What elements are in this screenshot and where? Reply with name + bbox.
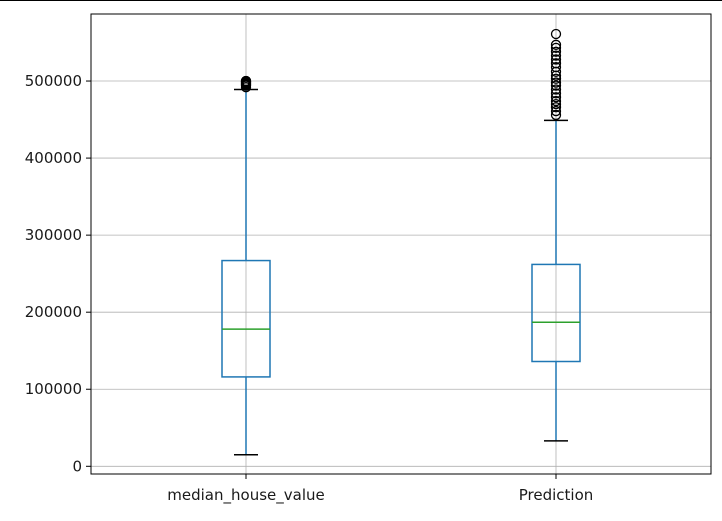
- outlier-point: [550, 109, 562, 121]
- outlier-point: [550, 73, 562, 84]
- outlier-point: [550, 88, 562, 99]
- outlier-point: [550, 95, 562, 107]
- outlier-point: [240, 75, 252, 87]
- y-tick-label: 400000: [25, 149, 82, 167]
- boxes: [221, 28, 581, 456]
- x-tick-label: median_house_value: [167, 486, 324, 505]
- outlier-point: [550, 105, 562, 117]
- plot-frame: [90, 13, 712, 475]
- outlier-point: [550, 42, 562, 54]
- outlier-point: [550, 28, 562, 40]
- outlier-point: [550, 77, 562, 88]
- box-iqr: [531, 263, 581, 363]
- window-top-border: [0, 0, 722, 1]
- tick-labels: median_house_value Prediction 0 100000 20000…: [25, 72, 594, 505]
- outlier-point: [550, 80, 562, 91]
- y-tick-label: 200000: [25, 303, 82, 321]
- y-tick-label: 0: [72, 457, 82, 475]
- y-tick-label: 300000: [25, 226, 82, 244]
- outlier-point: [550, 99, 562, 110]
- outlier-point: [550, 54, 562, 65]
- box-iqr: [221, 259, 271, 378]
- outlier-point: [550, 102, 562, 113]
- outlier-point: [550, 92, 562, 103]
- y-tick-label: 500000: [25, 72, 82, 90]
- outlier-point: [550, 84, 562, 95]
- outlier-point: [550, 46, 562, 57]
- outlier-point: [550, 39, 562, 50]
- box-median-house-value: [221, 75, 271, 456]
- y-tick-label: 100000: [25, 380, 82, 398]
- outlier-point: [550, 50, 562, 61]
- grid-lines: [91, 14, 711, 474]
- outlier-point: [550, 58, 562, 69]
- x-tick-label: Prediction: [519, 486, 594, 504]
- box-prediction: [531, 28, 581, 442]
- outlier-point: [550, 62, 562, 73]
- axes: [86, 13, 712, 479]
